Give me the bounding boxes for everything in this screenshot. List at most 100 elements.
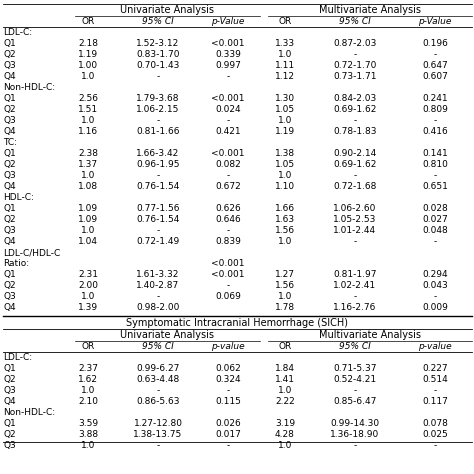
Text: 0.87-2.03: 0.87-2.03 [333, 39, 377, 48]
Text: Q1: Q1 [3, 204, 16, 213]
Text: 1.08: 1.08 [78, 182, 98, 191]
Text: 2.18: 2.18 [78, 39, 98, 48]
Text: 95% CI: 95% CI [339, 342, 371, 351]
Text: 0.85-6.47: 0.85-6.47 [333, 397, 377, 406]
Text: Q1: Q1 [3, 39, 16, 48]
Text: 0.043: 0.043 [422, 281, 448, 290]
Text: 1.04: 1.04 [78, 237, 98, 246]
Text: 1.0: 1.0 [278, 441, 292, 450]
Text: 1.41: 1.41 [275, 375, 295, 384]
Text: Q3: Q3 [3, 292, 16, 301]
Text: Q3: Q3 [3, 171, 16, 180]
Text: Univariate Analysis: Univariate Analysis [120, 330, 214, 340]
Text: 0.294: 0.294 [422, 270, 448, 279]
Text: <0.001: <0.001 [211, 149, 245, 158]
Text: 0.76-1.54: 0.76-1.54 [137, 215, 180, 224]
Text: OR: OR [82, 17, 95, 26]
Text: 2.00: 2.00 [78, 281, 98, 290]
Text: 1.38: 1.38 [275, 149, 295, 158]
Text: Q3: Q3 [3, 386, 16, 395]
Text: 0.048: 0.048 [422, 226, 448, 235]
Text: 1.0: 1.0 [81, 116, 95, 125]
Text: 1.62: 1.62 [78, 375, 98, 384]
Text: Q2: Q2 [3, 105, 16, 114]
Text: -: - [227, 72, 229, 81]
Text: Ratio:: Ratio: [3, 259, 29, 268]
Text: -: - [227, 441, 229, 450]
Text: 0.71-5.37: 0.71-5.37 [333, 364, 377, 373]
Text: 0.009: 0.009 [422, 303, 448, 312]
Text: 1.61-3.32: 1.61-3.32 [137, 270, 180, 279]
Text: -: - [156, 386, 160, 395]
Text: 0.63-4.48: 0.63-4.48 [137, 375, 180, 384]
Text: 0.672: 0.672 [215, 182, 241, 191]
Text: 1.0: 1.0 [278, 116, 292, 125]
Text: 0.241: 0.241 [422, 94, 448, 103]
Text: Q4: Q4 [3, 72, 16, 81]
Text: 0.227: 0.227 [422, 364, 448, 373]
Text: <0.001: <0.001 [211, 270, 245, 279]
Text: -: - [156, 72, 160, 81]
Text: 2.38: 2.38 [78, 149, 98, 158]
Text: 0.997: 0.997 [215, 61, 241, 70]
Text: 1.63: 1.63 [275, 215, 295, 224]
Text: 0.647: 0.647 [422, 61, 448, 70]
Text: 1.0: 1.0 [278, 386, 292, 395]
Text: 3.59: 3.59 [78, 419, 98, 428]
Text: p-value: p-value [211, 342, 245, 351]
Text: -: - [156, 441, 160, 450]
Text: 0.062: 0.062 [215, 364, 241, 373]
Text: -: - [227, 171, 229, 180]
Text: 0.86-5.63: 0.86-5.63 [136, 397, 180, 406]
Text: 1.01-2.44: 1.01-2.44 [333, 226, 376, 235]
Text: 3.19: 3.19 [275, 419, 295, 428]
Text: 2.56: 2.56 [78, 94, 98, 103]
Text: Q4: Q4 [3, 237, 16, 246]
Text: Q2: Q2 [3, 281, 16, 290]
Text: LDL-C:: LDL-C: [3, 28, 32, 37]
Text: <0.001: <0.001 [211, 259, 245, 268]
Text: 0.52-4.21: 0.52-4.21 [333, 375, 376, 384]
Text: 95% CI: 95% CI [142, 17, 174, 26]
Text: Univariate Analysis: Univariate Analysis [120, 5, 214, 15]
Text: 4.28: 4.28 [275, 430, 295, 439]
Text: Q3: Q3 [3, 226, 16, 235]
Text: 1.16-2.76: 1.16-2.76 [333, 303, 377, 312]
Text: 0.810: 0.810 [422, 160, 448, 169]
Text: Q2: Q2 [3, 215, 16, 224]
Text: -: - [354, 116, 356, 125]
Text: -: - [433, 50, 437, 59]
Text: Symptomatic Intracranial Hemorrhage (SICH): Symptomatic Intracranial Hemorrhage (SIC… [126, 318, 348, 328]
Text: 1.56: 1.56 [275, 281, 295, 290]
Text: 0.69-1.62: 0.69-1.62 [333, 160, 377, 169]
Text: 0.324: 0.324 [215, 375, 241, 384]
Text: 1.09: 1.09 [78, 215, 98, 224]
Text: Q2: Q2 [3, 375, 16, 384]
Text: 0.84-2.03: 0.84-2.03 [333, 94, 377, 103]
Text: 0.025: 0.025 [422, 430, 448, 439]
Text: 1.27: 1.27 [275, 270, 295, 279]
Text: 0.078: 0.078 [422, 419, 448, 428]
Text: p-value: p-value [418, 342, 452, 351]
Text: Q1: Q1 [3, 149, 16, 158]
Text: 0.339: 0.339 [215, 50, 241, 59]
Text: -: - [433, 441, 437, 450]
Text: 1.0: 1.0 [278, 237, 292, 246]
Text: 1.16: 1.16 [78, 127, 98, 136]
Text: 1.39: 1.39 [78, 303, 98, 312]
Text: 0.626: 0.626 [215, 204, 241, 213]
Text: 0.76-1.54: 0.76-1.54 [137, 182, 180, 191]
Text: p-Value: p-Value [211, 17, 245, 26]
Text: 1.0: 1.0 [81, 72, 95, 81]
Text: Non-HDL-C:: Non-HDL-C: [3, 83, 55, 92]
Text: 1.84: 1.84 [275, 364, 295, 373]
Text: <0.001: <0.001 [211, 39, 245, 48]
Text: 1.33: 1.33 [275, 39, 295, 48]
Text: Q4: Q4 [3, 127, 16, 136]
Text: 1.0: 1.0 [278, 292, 292, 301]
Text: 0.90-2.14: 0.90-2.14 [333, 149, 377, 158]
Text: 0.026: 0.026 [215, 419, 241, 428]
Text: Multivariate Analysis: Multivariate Analysis [319, 5, 421, 15]
Text: 1.0: 1.0 [278, 171, 292, 180]
Text: 1.19: 1.19 [275, 127, 295, 136]
